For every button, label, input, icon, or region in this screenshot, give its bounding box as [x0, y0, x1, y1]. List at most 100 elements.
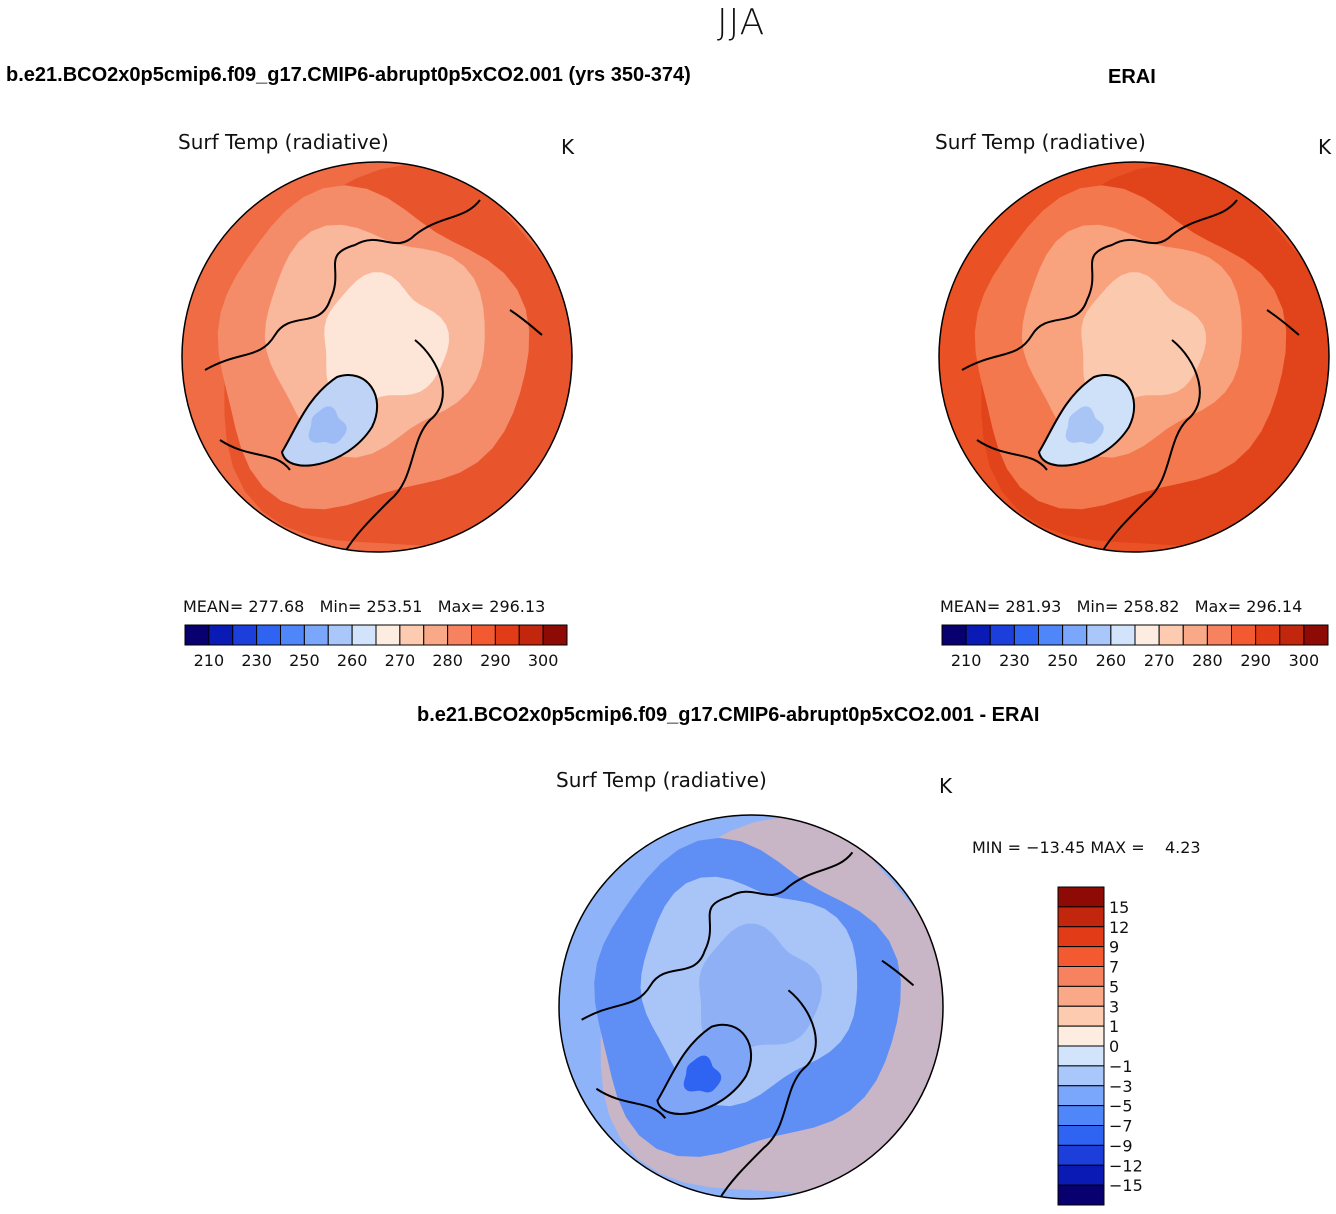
colorbar-swatch: [280, 624, 305, 646]
colorbar-tick-label: 12: [1109, 918, 1129, 937]
coastline: [1111, 199, 1238, 246]
colorbar-tick-label: −15: [1109, 1176, 1143, 1195]
colorbar-swatch: [184, 624, 210, 646]
mean-value: 277.68: [248, 597, 305, 616]
colorbar-tick-label: 0: [1109, 1037, 1119, 1056]
colorbar-swatch: [941, 624, 967, 646]
colorbar-swatch: [375, 624, 401, 646]
colorbar-tick-label: −7: [1109, 1117, 1133, 1136]
colorbar-swatch: [1057, 1105, 1105, 1126]
panel-2-header: ERAI: [1108, 66, 1156, 88]
panel-2-colorbar: 210 230 250 260 270 280 290 300: [941, 624, 1329, 670]
colorbar-swatch: [1062, 624, 1088, 646]
colorbar-tick-label: 15: [1109, 898, 1129, 917]
field-pole: [699, 923, 822, 1053]
coastline: [595, 1087, 667, 1119]
colorbar-swatch: [1057, 946, 1105, 967]
min-value: 258.82: [1123, 597, 1180, 616]
colorbar-swatch: [1057, 1065, 1105, 1087]
coastline: [976, 439, 1048, 471]
colorbar-tick-label: 1: [1109, 1017, 1119, 1036]
panel-2-units: K: [1318, 135, 1332, 159]
panel-1-map: [181, 161, 573, 553]
max-label: Max=: [422, 597, 490, 616]
colorbar-swatch: [1057, 1125, 1105, 1146]
panel-1-stats: MEAN= 277.68 Min= 253.51 Max= 296.13: [183, 597, 545, 616]
colorbar-swatch: [232, 624, 258, 646]
max-label: Max=: [1179, 597, 1247, 616]
colorbar-swatch: [1134, 624, 1160, 646]
min-label: Min=: [304, 597, 367, 616]
colorbar-swatch: [1057, 886, 1105, 908]
colorbar-swatch: [1057, 985, 1105, 1007]
mean-label: MEAN=: [940, 597, 1006, 616]
colorbar-tick-label: 250: [1047, 651, 1078, 670]
colorbar-swatch: [1303, 624, 1329, 646]
panel-1-variable: Surf Temp (radiative): [178, 130, 389, 154]
colorbar-tick-label: 230: [999, 651, 1030, 670]
colorbar-swatch: [303, 624, 329, 646]
colorbar-tick-label: 290: [480, 651, 511, 670]
colorbar-swatch: [351, 624, 377, 646]
colorbar-swatch: [1013, 624, 1039, 646]
panel-3-units: K: [939, 774, 953, 798]
coastline: [219, 439, 291, 471]
max-label: MAX =: [1090, 838, 1145, 857]
colorbar-swatch: [1057, 966, 1105, 987]
colorbar-swatch: [1206, 624, 1232, 646]
min-label: Min=: [1061, 597, 1124, 616]
season-title: JJA: [717, 2, 766, 43]
coastline: [881, 959, 915, 987]
panel-2-variable: Surf Temp (radiative): [935, 130, 1146, 154]
colorbar-tick-label: 280: [432, 651, 463, 670]
map-field: [182, 162, 572, 552]
colorbar-swatch: [1057, 906, 1105, 928]
colorbar-swatch: [989, 624, 1015, 646]
coastline: [728, 851, 854, 898]
panel-1-header: b.e21.BCO2x0p5cmip6.f09_g17.CMIP6-abrupt…: [6, 64, 691, 86]
coastline: [354, 199, 481, 246]
field-pole: [1081, 272, 1206, 404]
colorbar-tick-label: −9: [1109, 1136, 1133, 1155]
colorbar-tick-label: 300: [528, 651, 559, 670]
colorbar-swatch: [1057, 1025, 1105, 1047]
greenland-core: [308, 406, 347, 444]
colorbar-swatch: [1038, 624, 1064, 646]
panel-3-map: [558, 814, 944, 1200]
colorbar-swatch: [1231, 624, 1257, 646]
colorbar-tick-label: −3: [1109, 1077, 1133, 1096]
colorbar-swatch: [518, 624, 544, 646]
max-value: 4.23: [1164, 838, 1201, 857]
coastline: [581, 895, 730, 1021]
colorbar-swatch: [1057, 1184, 1105, 1206]
colorbar-swatch: [542, 624, 568, 646]
colorbar-tick-label: 280: [1192, 651, 1223, 670]
panel-1-units: K: [561, 135, 575, 159]
colorbar-tick-label: −12: [1109, 1156, 1143, 1175]
panel-2-map: [938, 161, 1330, 553]
colorbar-tick-label: −1: [1109, 1057, 1133, 1076]
colorbar-swatch: [327, 624, 353, 646]
colorbar-swatch: [965, 624, 991, 646]
colorbar-tick-label: 250: [289, 651, 320, 670]
coastline: [718, 989, 817, 1199]
max-value: 296.14: [1246, 597, 1303, 616]
colorbar-tick-label: 260: [1096, 651, 1127, 670]
min-label: MIN =: [972, 838, 1021, 857]
colorbar-tick-label: 290: [1240, 651, 1271, 670]
colorbar-swatch: [1057, 1005, 1105, 1027]
colorbar-tick-label: 300: [1289, 651, 1320, 670]
min-value: −13.45: [1026, 838, 1086, 857]
panel-3-variable: Surf Temp (radiative): [556, 768, 767, 792]
colorbar-swatch: [1086, 624, 1112, 646]
colorbar-tick-label: 7: [1109, 958, 1119, 977]
coastline: [961, 244, 1113, 371]
colorbar-swatch: [1255, 624, 1281, 646]
colorbar-tick-label: 230: [241, 651, 272, 670]
mean-label: MEAN=: [183, 597, 249, 616]
panel-3-header: b.e21.BCO2x0p5cmip6.f09_g17.CMIP6-abrupt…: [417, 704, 1040, 726]
coastline: [344, 339, 444, 552]
colorbar-tick-label: −5: [1109, 1097, 1133, 1116]
map-field: [939, 162, 1329, 552]
